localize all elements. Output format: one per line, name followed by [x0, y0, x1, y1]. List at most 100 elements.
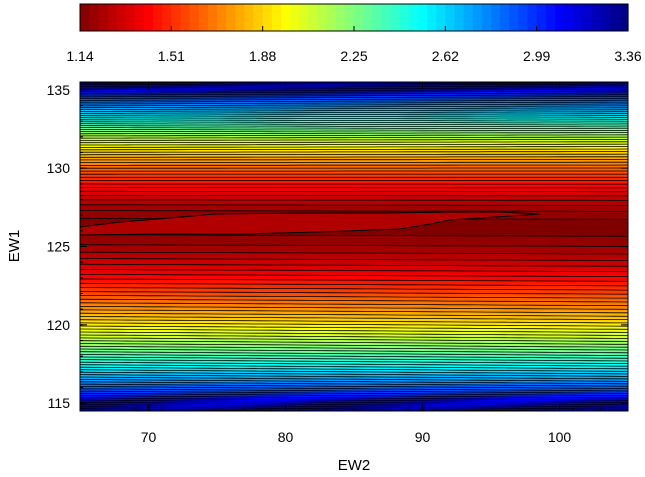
- contour-line: [80, 379, 628, 385]
- contour-band: [80, 337, 628, 339]
- contour-line: [80, 119, 628, 122]
- contour-band: [80, 193, 628, 196]
- contour-band: [80, 133, 628, 136]
- contour-line: [80, 388, 628, 394]
- colorbar-band: [317, 4, 328, 31]
- y-tick-label: 115: [48, 395, 71, 411]
- contour-line: [80, 117, 628, 120]
- contour-band: [80, 102, 628, 105]
- contour-line: [80, 331, 628, 336]
- contour-band: [80, 207, 628, 210]
- contour-line: [80, 322, 628, 327]
- contour-band: [80, 232, 628, 235]
- colorbar-band: [326, 4, 337, 31]
- contour-line: [80, 97, 628, 101]
- contour-band: [80, 159, 628, 162]
- contour-band: [80, 205, 628, 208]
- contour-band: [80, 156, 628, 159]
- contour-band: [80, 392, 628, 394]
- contour-band: [80, 168, 628, 171]
- x-axis: 70 80 90 100: [79, 82, 629, 445]
- contour-band: [80, 112, 628, 115]
- colorbar-band: [308, 4, 319, 31]
- colorbar-band: [189, 4, 200, 31]
- y-axis-title: EW1: [6, 230, 23, 263]
- contour-band: [80, 311, 628, 313]
- contour-band: [80, 293, 628, 295]
- contour-band: [80, 351, 628, 353]
- contour-line: [80, 399, 628, 406]
- contour-band: [80, 104, 628, 107]
- contour-band: [80, 206, 628, 209]
- contour-line: [80, 401, 628, 408]
- contour-band: [80, 287, 628, 289]
- contour-line: [80, 376, 628, 382]
- contour-band: [80, 323, 628, 325]
- contour-band: [80, 233, 628, 236]
- contour-line: [80, 251, 628, 255]
- contour-band: [80, 372, 628, 374]
- contour-band: [80, 211, 628, 214]
- contour-band: [80, 97, 628, 100]
- colorbar-band: [509, 4, 519, 31]
- colorbar-band: [107, 4, 118, 31]
- contour-band: [80, 369, 628, 371]
- contour-band: [80, 280, 628, 282]
- contour-band: [80, 261, 628, 264]
- colorbar-band: [554, 4, 565, 31]
- colorbar-band: [381, 4, 392, 31]
- contour-band: [80, 139, 628, 142]
- contour-band: [80, 171, 628, 174]
- contour-band: [80, 281, 628, 283]
- contour-line: [80, 361, 628, 367]
- colorbar-band: [162, 4, 172, 31]
- contour-line: [80, 94, 628, 98]
- colorbar-tick-label: 1.51: [158, 48, 185, 64]
- contour-line: [80, 92, 628, 96]
- contour-band: [80, 268, 628, 271]
- contour-band: [80, 249, 628, 252]
- contour-band: [80, 242, 628, 245]
- contour-band: [80, 178, 628, 181]
- contour-band: [80, 167, 628, 170]
- contour-band: [80, 253, 628, 256]
- contour-line: [80, 148, 628, 151]
- x-tick-label: 70: [141, 429, 157, 445]
- contour-band: [80, 394, 628, 396]
- colorbar-band: [244, 4, 255, 31]
- contour-line: [80, 390, 628, 397]
- contour-line: [80, 121, 628, 124]
- contour-band: [80, 267, 628, 270]
- contour-band: [80, 342, 628, 344]
- contour-band: [80, 308, 628, 310]
- contour-band: [80, 166, 628, 169]
- contour-band: [80, 340, 628, 342]
- contour-band: [80, 291, 628, 293]
- contour-band: [80, 209, 628, 212]
- contour-line: [80, 359, 628, 364]
- contour-band: [80, 99, 628, 102]
- colorbar-band: [198, 4, 209, 31]
- contour-band: [80, 329, 628, 331]
- contour-band: [80, 128, 628, 131]
- contour-line: [80, 287, 628, 291]
- contour-band: [80, 235, 628, 238]
- contour-band: [80, 155, 628, 158]
- contour-line: [80, 392, 628, 399]
- contour-line: [80, 105, 628, 109]
- contour-line: [80, 156, 628, 158]
- contour-band: [80, 108, 628, 111]
- contour-band: [80, 116, 628, 119]
- contour-band: [80, 203, 628, 206]
- contour-band: [80, 248, 628, 251]
- contour-band: [80, 236, 628, 239]
- contour-band: [80, 334, 628, 336]
- contour-band: [80, 231, 628, 234]
- contour-line: [80, 199, 628, 201]
- contour-band: [80, 290, 628, 292]
- contour-band: [80, 210, 628, 213]
- contour-band: [80, 146, 628, 149]
- contour-band: [80, 118, 628, 121]
- contour-line: [80, 395, 628, 401]
